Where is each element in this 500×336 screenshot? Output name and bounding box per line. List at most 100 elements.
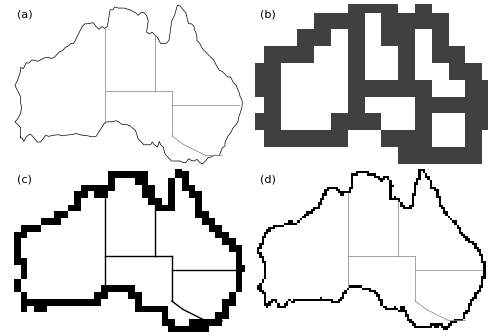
Bar	[438, 196, 441, 198]
Bar	[304, 216, 306, 218]
Bar	[326, 189, 329, 191]
Bar	[20, 305, 27, 312]
Bar	[318, 299, 320, 301]
Bar	[216, 319, 222, 326]
Bar	[432, 324, 434, 326]
Bar	[484, 265, 486, 267]
Bar	[122, 171, 128, 178]
Bar	[474, 294, 476, 297]
Bar	[273, 227, 275, 229]
Bar	[390, 194, 392, 196]
Bar	[331, 301, 334, 303]
Bar	[260, 254, 262, 256]
Bar	[466, 80, 482, 96]
Bar	[463, 236, 466, 238]
Bar	[479, 252, 481, 254]
Bar	[474, 292, 476, 294]
Bar	[468, 238, 470, 241]
Bar	[34, 299, 40, 305]
Bar	[454, 220, 456, 223]
Bar	[450, 321, 452, 324]
Bar	[182, 326, 188, 332]
Bar	[459, 229, 461, 232]
Bar	[314, 29, 331, 46]
Bar	[351, 173, 354, 175]
Bar	[340, 191, 342, 194]
Bar	[293, 301, 295, 303]
Bar	[262, 243, 264, 245]
Bar	[135, 292, 141, 299]
Bar	[348, 46, 364, 63]
Bar	[362, 171, 364, 173]
Bar	[108, 171, 114, 178]
Bar	[148, 184, 155, 191]
Bar	[175, 326, 182, 332]
Bar	[260, 288, 262, 290]
Bar	[390, 191, 392, 194]
Bar	[415, 0, 432, 12]
Bar	[456, 225, 459, 227]
Bar	[324, 299, 326, 301]
Bar	[436, 196, 438, 198]
Bar	[329, 187, 331, 189]
Bar	[313, 209, 316, 211]
Bar	[349, 285, 351, 288]
Bar	[275, 301, 278, 303]
Bar	[364, 288, 367, 290]
Bar	[264, 113, 280, 130]
Bar	[466, 312, 468, 314]
Bar	[260, 243, 262, 245]
Bar	[407, 314, 410, 317]
Bar	[168, 184, 175, 191]
Bar	[196, 191, 202, 198]
Bar	[351, 187, 354, 189]
Bar	[441, 326, 443, 328]
Bar	[318, 202, 320, 205]
Bar	[438, 200, 441, 202]
Bar	[182, 171, 188, 178]
Bar	[334, 187, 336, 189]
Bar	[436, 326, 438, 328]
Bar	[448, 63, 466, 80]
Bar	[257, 288, 260, 290]
Bar	[342, 292, 344, 294]
Bar	[273, 299, 275, 301]
Bar	[270, 299, 273, 301]
Bar	[236, 258, 242, 265]
Bar	[162, 319, 168, 326]
Bar	[432, 147, 448, 164]
Bar	[364, 113, 382, 130]
Bar	[358, 285, 360, 288]
Bar	[378, 297, 380, 299]
Bar	[293, 223, 295, 225]
Bar	[260, 290, 262, 292]
Bar	[278, 225, 280, 227]
Bar	[316, 207, 318, 209]
Bar	[436, 189, 438, 191]
Bar	[369, 173, 372, 175]
Bar	[405, 207, 407, 209]
Bar	[264, 46, 280, 63]
Bar	[81, 299, 87, 305]
Bar	[356, 173, 358, 175]
Bar	[394, 198, 396, 200]
Bar	[351, 184, 354, 187]
Bar	[142, 191, 148, 198]
Bar	[364, 0, 382, 12]
Bar	[418, 169, 420, 171]
Bar	[412, 200, 414, 202]
Bar	[382, 12, 398, 29]
Bar	[188, 326, 196, 332]
Bar	[331, 113, 348, 130]
Bar	[340, 299, 342, 301]
Bar	[448, 326, 450, 328]
Bar	[479, 285, 481, 288]
Bar	[418, 175, 420, 178]
Bar	[398, 12, 415, 29]
Bar	[236, 285, 242, 292]
Bar	[264, 96, 280, 113]
Bar	[472, 297, 474, 299]
Bar	[415, 130, 432, 147]
Bar	[402, 308, 405, 310]
Bar	[14, 285, 20, 292]
